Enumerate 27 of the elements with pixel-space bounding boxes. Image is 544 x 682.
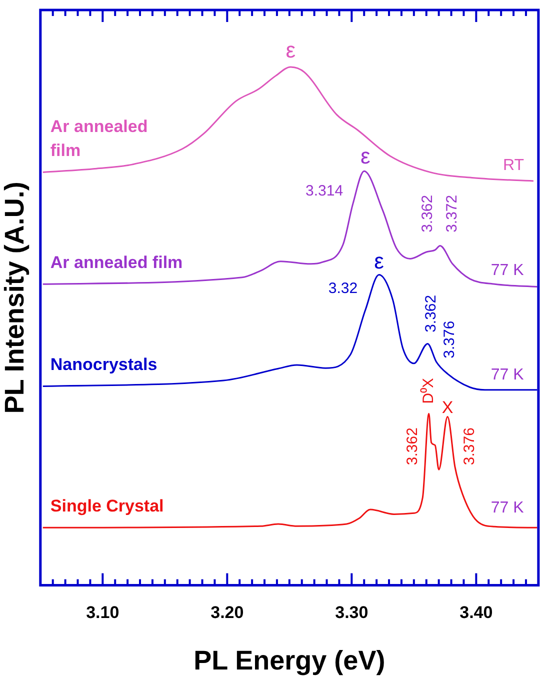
x-tick-label: 3.20 bbox=[210, 603, 244, 622]
x-tick-label: 3.30 bbox=[335, 603, 368, 622]
annotation: 3.362 bbox=[404, 428, 421, 466]
annotation: D⁰X bbox=[420, 378, 437, 404]
x-tick-label: 3.10 bbox=[86, 603, 120, 622]
annotation: 3.376 bbox=[441, 320, 458, 358]
annotation: 3.32 bbox=[328, 280, 358, 297]
series-label: Ar annealed film bbox=[50, 253, 183, 272]
series-label: Single Crystal bbox=[50, 496, 164, 516]
text: ε bbox=[286, 38, 296, 63]
series-label: Ar annealed film bbox=[50, 117, 148, 160]
annotation: 3.314 bbox=[306, 182, 344, 200]
annotation: 3.376 bbox=[461, 428, 478, 466]
x-tick-label: 3.40 bbox=[460, 603, 493, 622]
annotation: 77 K bbox=[490, 262, 524, 280]
annotation: ε bbox=[360, 144, 370, 169]
annotation: RT bbox=[503, 156, 524, 174]
x-axis-title: PL Energy (eV) bbox=[194, 645, 386, 676]
annotation: 3.372 bbox=[444, 194, 461, 232]
annotation: X bbox=[442, 398, 454, 418]
annotation: 77 K bbox=[490, 499, 524, 516]
series-label: Nanocrystals bbox=[50, 355, 158, 374]
annotation: ε bbox=[374, 248, 384, 274]
annotation: 77 K bbox=[490, 366, 524, 384]
annotation: 3.362 bbox=[418, 194, 436, 232]
annotation: 3.362 bbox=[422, 294, 440, 332]
y-axis-title: PL Intensity (A.U.) bbox=[0, 182, 30, 414]
